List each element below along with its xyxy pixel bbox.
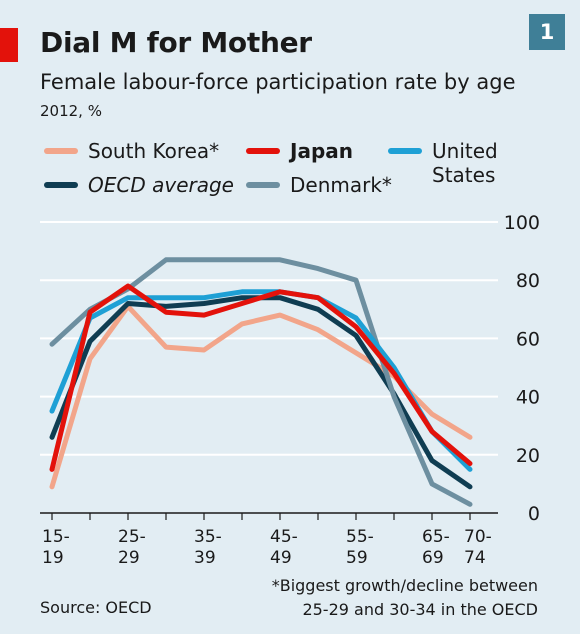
y-tick-label-80: 80 — [516, 270, 540, 292]
y-tick-label-40: 40 — [516, 387, 540, 409]
legend-label-oecd-average: OECD average — [88, 173, 234, 197]
y-tick-label-0: 0 — [528, 503, 540, 525]
footnote: *Biggest growth/decline between 25-29 an… — [271, 576, 538, 619]
chart-subtitle: Female labour-force participation rate b… — [40, 70, 516, 94]
legend-oecd-average: OECD average — [44, 173, 234, 197]
x-tick-label-45-49: 45-49 — [270, 527, 298, 568]
legend-swatch-united-states — [388, 148, 422, 154]
series-line-japan — [49, 283, 473, 472]
legend-label-japan: Japan — [290, 139, 353, 163]
x-tick-label-35-39: 35-39 — [194, 527, 222, 568]
x-tick-label-15-19: 15-19 — [42, 527, 70, 568]
legend-swatch-denmark — [246, 182, 280, 188]
chart-number-badge: 1 — [529, 14, 565, 50]
series-line-united-states — [49, 289, 473, 472]
legend-united-states: United States — [388, 139, 512, 187]
y-tick-label-20: 20 — [516, 445, 540, 467]
legend-south-korea: South Korea* — [44, 139, 219, 163]
legend-swatch-south-korea — [44, 148, 78, 154]
legend-label-denmark: Denmark* — [290, 173, 392, 197]
x-tick-label-70-74: 70-74 — [464, 527, 492, 568]
legend-label-united-states: United States — [432, 139, 498, 187]
y-tick-label-100: 100 — [504, 212, 540, 234]
chart-unit: 2012, % — [40, 102, 102, 120]
chart-title: Dial M for Mother — [40, 26, 312, 59]
legend-denmark: Denmark* — [246, 173, 392, 197]
legend-japan: Japan — [246, 139, 353, 163]
x-tick-label-55-59: 55-59 — [346, 527, 374, 568]
legend-swatch-japan — [246, 148, 280, 154]
y-tick-label-60: 60 — [516, 328, 540, 350]
x-tick-label-25-29: 25-29 — [118, 527, 146, 568]
x-tick-label-65-69: 65-69 — [422, 527, 450, 568]
legend-label-south-korea: South Korea* — [88, 139, 220, 163]
brand-tab — [0, 28, 18, 62]
source-note: Source: OECD — [40, 598, 152, 617]
legend-swatch-oecd-average — [44, 182, 78, 188]
